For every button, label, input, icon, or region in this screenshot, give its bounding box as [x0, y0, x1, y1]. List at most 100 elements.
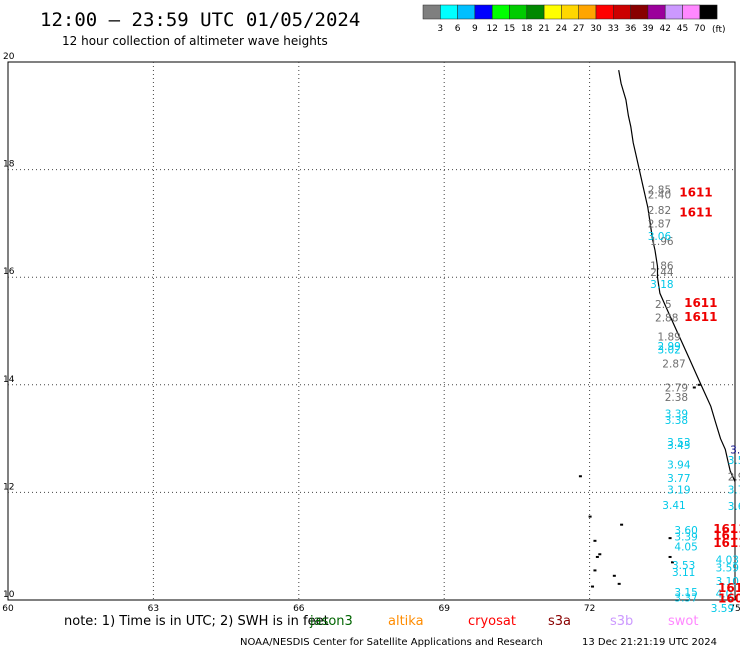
wave-height-label: 4.05 — [674, 542, 697, 554]
wave-height-label: 3.6 — [728, 501, 740, 513]
footer-credit: NOAA/NESDIS Center for Satellite Applica… — [240, 637, 543, 648]
color-scale-swatch — [682, 4, 701, 20]
color-scale-label: 39 — [642, 24, 654, 34]
wave-height-label: 1611 — [713, 522, 740, 536]
wave-height-label: 2.87 — [662, 358, 685, 370]
wave-height-label: 3.7 — [728, 485, 740, 497]
wave-height-label: 2.5 — [655, 299, 672, 311]
x-tick-label: 60 — [2, 604, 14, 614]
color-scale-label: 70 — [694, 24, 706, 34]
mission-legend: jason3 altika cryosat s3a s3b swot — [309, 614, 698, 629]
wave-height-label: 2.88 — [655, 313, 678, 325]
wave-height-label: 2.99 — [657, 341, 680, 353]
note-text: note: 1) Time is in UTC; 2) SWH is in fe… — [64, 614, 329, 629]
wave-height-label: 3.06 — [648, 231, 672, 243]
wave-height-label: 3.38 — [665, 415, 688, 427]
wave-height-label: 3.59 — [711, 603, 734, 615]
color-scale-swatch — [526, 4, 545, 20]
wave-height-label: 3.5 — [728, 455, 740, 467]
x-tick-label: 75 — [729, 604, 740, 614]
wave-height-label: 1611 — [713, 536, 740, 550]
wave-height-label: 1.86 — [650, 260, 674, 272]
wave-height-label: 3.53 — [667, 437, 690, 449]
island-mark — [670, 561, 674, 564]
y-tick-label: 10 — [3, 590, 15, 600]
mission-legend-item: swot — [668, 614, 698, 629]
wave-height-label: 161 — [718, 581, 740, 595]
grid-lines — [8, 62, 735, 600]
wave-height-label: 3.39 — [674, 532, 697, 544]
x-tick-label: 72 — [584, 604, 595, 614]
color-scale-label: 24 — [556, 24, 568, 34]
island-mark — [692, 386, 696, 389]
wave-height-label: 2.85 — [648, 185, 671, 197]
x-tick-label: 69 — [438, 604, 450, 614]
color-scale-label: 12 — [486, 24, 497, 34]
y-tick-label: 12 — [3, 482, 14, 492]
wave-height-label: 4.0 — [716, 589, 733, 601]
mission-legend-item: altika — [388, 614, 424, 629]
island-mark — [697, 383, 701, 386]
page-subtitle: 12 hour collection of altimeter wave hei… — [62, 34, 328, 48]
wave-height-label: 3.77 — [667, 473, 690, 485]
wave-height-label: 2.44 — [650, 267, 674, 279]
y-tick-label: 16 — [3, 267, 15, 277]
color-scale-label: 33 — [608, 24, 619, 34]
y-tick-label: 20 — [3, 52, 15, 62]
mission-legend-item: jason3 — [309, 614, 353, 629]
color-scale-swatch — [422, 4, 441, 20]
x-tick-label: 63 — [148, 604, 159, 614]
wave-height-label: 3.39 — [665, 408, 688, 420]
axis-tick-labels: 60 63 66 69 72 75 10 12 14 16 18 20 — [2, 52, 740, 614]
color-scale-swatch — [543, 4, 562, 20]
color-scale-label: 15 — [504, 24, 515, 34]
island-mark — [612, 574, 616, 577]
y-tick-label: 14 — [3, 375, 15, 385]
color-scale-label: 42 — [659, 24, 670, 34]
wave-height-label: 3.53 — [672, 560, 695, 572]
wave-height-label: 3.11 — [672, 567, 695, 579]
wave-height-label: 1.96 — [650, 236, 674, 248]
color-scale-label: 18 — [521, 24, 533, 34]
wave-height-label: 160 — [718, 591, 740, 605]
island-mark — [588, 515, 592, 518]
wave-height-label: 1611 — [684, 310, 717, 324]
coastline-layer — [578, 69, 736, 588]
color-scale-swatch — [457, 4, 476, 20]
y-tick-label: 18 — [3, 160, 15, 170]
page-title: 12:00 – 23:59 UTC 01/05/2024 — [40, 9, 360, 31]
wave-height-label: 3.60 — [674, 525, 697, 537]
wave-height-label: 1611 — [684, 296, 717, 310]
wave-height-label: 2.87 — [648, 218, 671, 230]
color-scale-label: 30 — [590, 24, 602, 34]
wave-height-label: 2.9 — [728, 471, 740, 483]
wave-height-label: 3.41 — [662, 500, 685, 512]
island-mark — [593, 539, 597, 542]
color-scale-legend: 3 6 9 12 15 18 21 24 27 30 33 36 39 42 45 70 — [422, 4, 718, 34]
color-scale-swatch — [630, 4, 649, 20]
wave-height-label: 3.37 — [674, 592, 697, 604]
island-mark — [617, 582, 621, 585]
x-tick-label: 66 — [293, 604, 305, 614]
wave-height-label: 2.40 — [648, 189, 671, 201]
island-mark — [578, 475, 582, 478]
color-scale-swatch — [699, 4, 718, 20]
island-mark — [593, 569, 597, 572]
color-scale-swatch — [647, 4, 666, 20]
wave-height-label: 1611 — [679, 206, 712, 220]
color-scale-swatch — [561, 4, 579, 20]
wave-height-label: 3.45 — [667, 440, 690, 452]
wave-height-label: 3.02 — [657, 344, 680, 356]
island-mark — [668, 537, 672, 540]
island-mark — [591, 585, 595, 588]
wave-height-label: 3.10 — [716, 576, 739, 588]
color-scale-swatch — [664, 4, 683, 20]
color-scale-unit: (ft) — [712, 25, 726, 35]
wave-height-label: 3.19 — [667, 485, 690, 497]
color-scale-swatch — [578, 4, 597, 20]
mission-legend-item: s3a — [548, 614, 571, 629]
wave-height-label: 1611 — [679, 186, 712, 200]
color-scale-swatch — [613, 4, 631, 20]
wave-height-label: 3.15 — [674, 587, 697, 599]
color-scale-label: 6 — [455, 24, 461, 34]
